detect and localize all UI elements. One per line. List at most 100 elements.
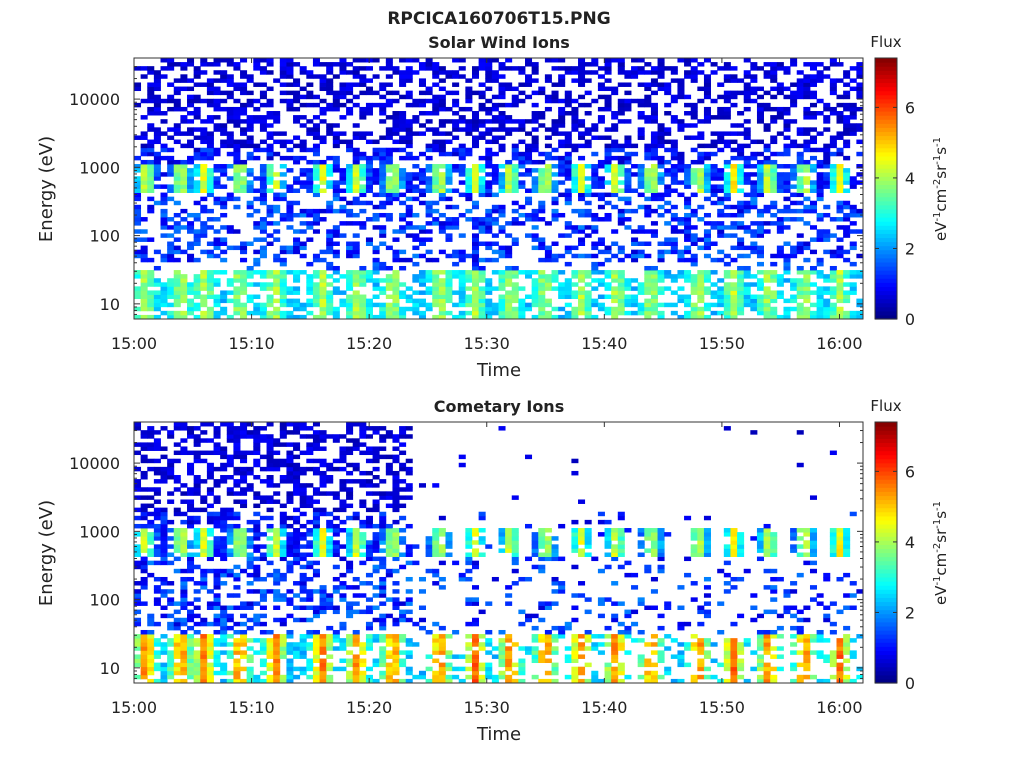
heatmap-cell [173, 450, 181, 456]
heatmap-cell [796, 270, 804, 275]
heatmap-cell [544, 221, 552, 226]
heatmap-cell [352, 294, 360, 300]
heatmap-cell [147, 90, 155, 96]
heatmap-cell [134, 221, 142, 226]
heatmap-cell [253, 208, 261, 214]
heatmap-cell [816, 257, 824, 263]
heatmap-cell [737, 123, 745, 128]
panel-cometary: Cometary Ions 15:00 15:10 15:20 15:30 15:40 1… [36, 397, 950, 745]
heatmap-cell [160, 257, 168, 263]
heatmap-cell [531, 314, 539, 320]
heatmap-cell [319, 270, 327, 275]
heatmap-cell [829, 253, 837, 259]
heatmap-cell [193, 286, 201, 291]
heatmap-cell [425, 119, 433, 124]
heatmap-cell [458, 253, 466, 259]
heatmap-cell [187, 241, 195, 246]
heatmap-cell [670, 147, 678, 153]
heatmap-cell [783, 70, 791, 75]
heatmap-cell [293, 466, 301, 472]
heatmap-cell [332, 589, 340, 594]
heatmap-cell [312, 159, 320, 165]
heatmap-cell [703, 90, 711, 96]
heatmap-cell [790, 184, 798, 189]
heatmap-cell [259, 515, 267, 521]
heatmap-cell [213, 593, 221, 598]
heatmap-cell [650, 265, 658, 271]
heatmap-cell [525, 82, 533, 87]
heatmap-cell [491, 176, 499, 181]
heatmap-cell [233, 286, 241, 291]
heatmap-cell [326, 184, 334, 189]
heatmap-cell [253, 143, 261, 149]
heatmap-cell [226, 164, 234, 169]
heatmap-cell [703, 74, 711, 79]
heatmap-cell [823, 290, 831, 295]
heatmap-cell [187, 302, 195, 308]
heatmap-cell [650, 147, 658, 153]
heatmap-cell [531, 168, 539, 173]
heatmap-cell [485, 286, 493, 291]
heatmap-cell [412, 253, 420, 259]
heatmap-cell [246, 674, 254, 680]
heatmap-cell [372, 180, 380, 185]
heatmap-cell [180, 617, 188, 623]
heatmap-cell [730, 94, 738, 100]
heatmap-cell [213, 613, 221, 619]
heatmap-cell [153, 74, 161, 79]
y-tick-label: 1000 [79, 158, 120, 177]
heatmap-cell [452, 135, 460, 140]
heatmap-cell [273, 650, 281, 655]
heatmap-cell [319, 172, 327, 177]
heatmap-cell [717, 278, 725, 283]
heatmap-cell [319, 585, 327, 590]
heatmap-cell [637, 70, 645, 75]
heatmap-cell [478, 180, 486, 185]
heatmap-cell [392, 111, 400, 116]
heatmap-cell [326, 164, 334, 169]
heatmap-cell [326, 601, 334, 606]
heatmap-cell [770, 204, 778, 210]
heatmap-cell [187, 184, 195, 189]
heatmap-cell [299, 511, 307, 517]
heatmap-cell [392, 314, 400, 320]
heatmap-cell [591, 270, 599, 275]
heatmap-cell [637, 176, 645, 181]
heatmap-cell [511, 241, 519, 246]
heatmap-cell [717, 290, 725, 295]
heatmap-cell [319, 609, 327, 615]
heatmap-cell [266, 523, 274, 529]
heatmap-cell [617, 66, 625, 71]
heatmap-cell [737, 270, 745, 275]
heatmap-cell [306, 552, 314, 557]
heatmap-cell [392, 196, 400, 202]
heatmap-cell [650, 70, 658, 75]
heatmap-cell [670, 302, 678, 308]
heatmap-cell [220, 204, 228, 210]
heatmap-cell [220, 422, 228, 427]
heatmap-cell [591, 172, 599, 177]
heatmap-cell [233, 593, 241, 598]
heatmap-cell [167, 62, 175, 67]
heatmap-cell [756, 102, 764, 108]
heatmap-cell [346, 98, 354, 104]
heatmap-cell [153, 515, 161, 521]
heatmap-cell [803, 204, 811, 210]
heatmap-cell [405, 196, 413, 202]
heatmap-cell [776, 151, 784, 157]
heatmap-cell [856, 310, 864, 316]
heatmap-cell [418, 102, 426, 108]
heatmap-cell [160, 253, 168, 259]
heatmap-cell [147, 208, 155, 214]
heatmap-cell [246, 188, 254, 193]
heatmap-cell [650, 306, 658, 312]
heatmap-cell [160, 642, 168, 647]
heatmap-cell [200, 552, 208, 557]
heatmap-cell [478, 306, 486, 312]
heatmap-cell [564, 225, 572, 230]
heatmap-cell [405, 90, 413, 96]
heatmap-cell [856, 139, 864, 145]
heatmap-cell [697, 180, 705, 185]
heatmap-cell [226, 528, 234, 533]
heatmap-cell [452, 249, 460, 255]
